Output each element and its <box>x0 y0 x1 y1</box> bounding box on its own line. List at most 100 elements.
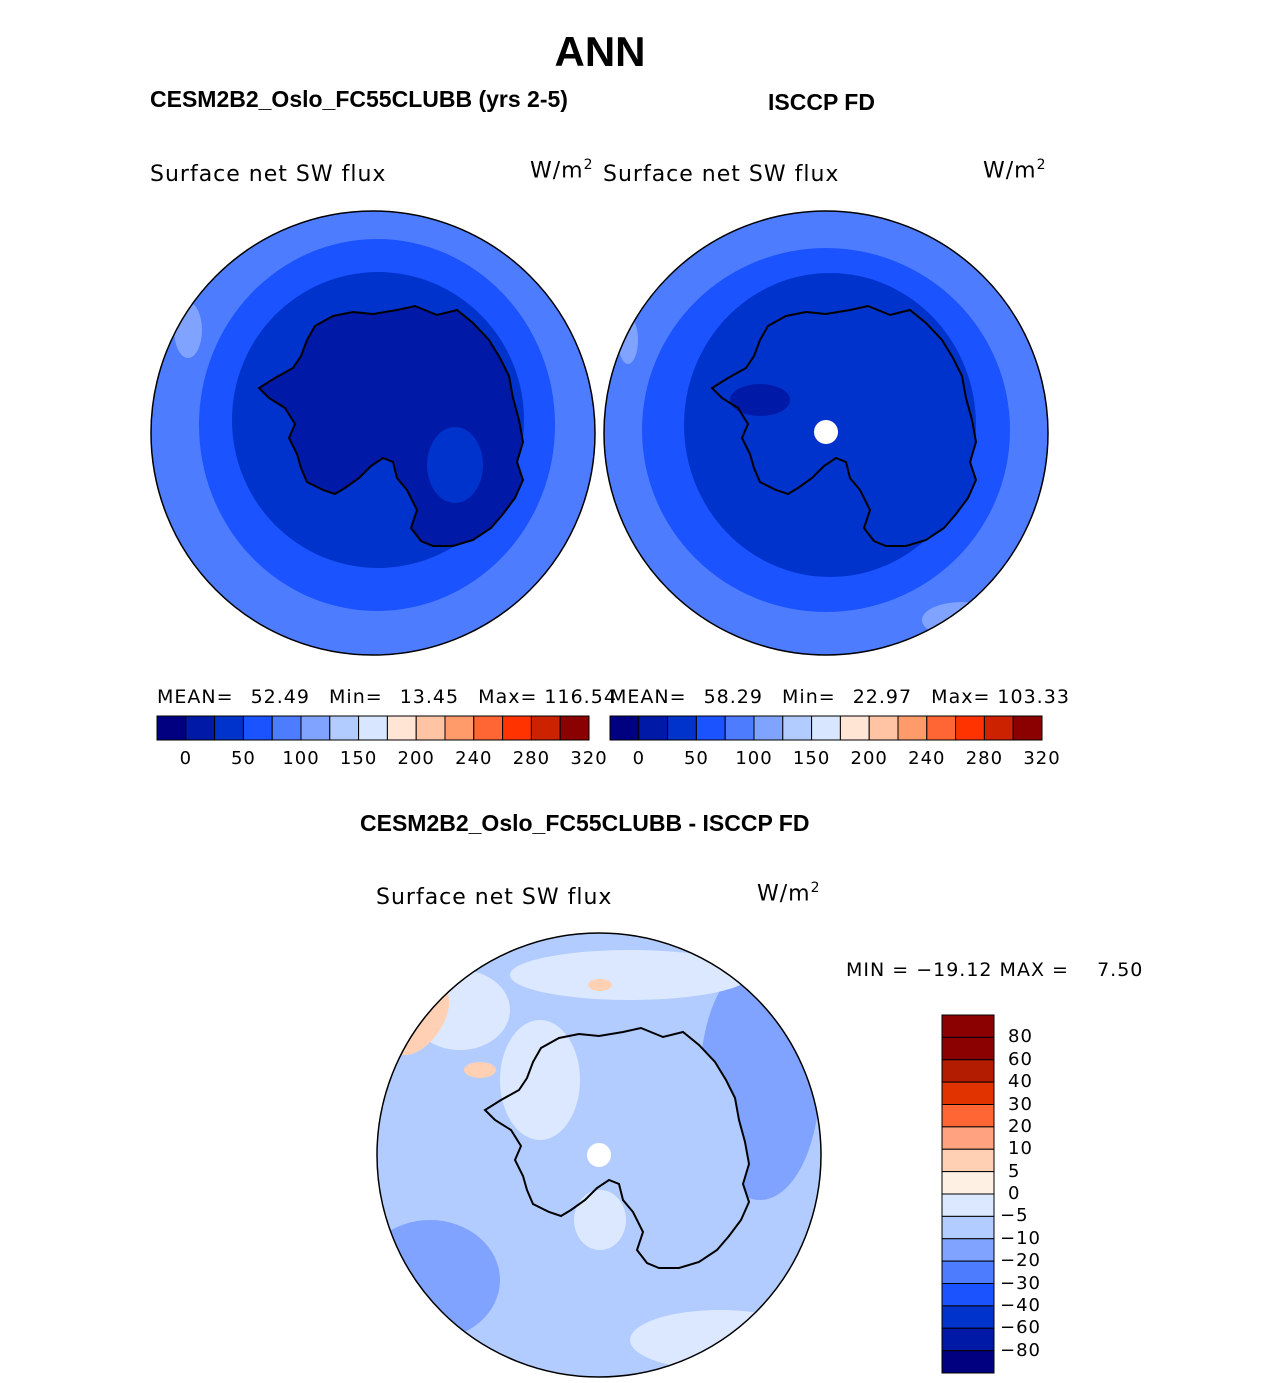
left-colorbar-tick-label: 150 <box>339 748 378 769</box>
right-antarctica <box>712 306 976 546</box>
bottom-contour-3 <box>510 950 750 1000</box>
left-units-base: W/m <box>530 158 584 184</box>
left-panel-header: CESM2B2_Oslo_FC55CLUBB (yrs 2-5) <box>150 86 568 112</box>
bottom-variable-label: Surface net SW flux <box>376 885 613 910</box>
bottom-colorbar-labels: 80 60 40 30 20 10 5 0 −5 −10 −20 −30 −40 −60 −80 <box>1000 1015 1080 1373</box>
right-units-label: W/m2 <box>983 157 1047 183</box>
left-colorbar-tick-label: 280 <box>512 748 551 769</box>
bottom-colorbar-label: −80 <box>1000 1339 1041 1361</box>
bottom-colorbar-swatch-13 <box>941 1305 995 1329</box>
bottom-colorbar-label: 60 <box>1008 1048 1033 1070</box>
right-max-value: 103.33 <box>997 686 1070 708</box>
bottom-colorbar-label: 0 <box>1008 1183 1021 1204</box>
bottom-colorbar-label: −20 <box>1000 1250 1041 1272</box>
right-colorbar-swatch-5 <box>753 715 784 741</box>
left-colorbar-swatch-11 <box>473 715 504 741</box>
left-map-border <box>150 210 596 656</box>
bottom-map-fill <box>377 933 821 1377</box>
bottom-units-label: W/m2 <box>757 880 821 906</box>
left-variable-label: Surface net SW flux <box>150 162 387 187</box>
left-colorbar-swatch-12 <box>502 715 532 741</box>
right-colorbar-swatch-2 <box>667 715 697 741</box>
bottom-colorbar-swatch-11 <box>941 1260 995 1284</box>
right-mean-label: MEAN= <box>610 686 687 708</box>
right-contour-5 <box>922 602 1002 638</box>
bottom-contour-6 <box>390 984 450 1056</box>
bottom-colorbar-label: 20 <box>1008 1115 1033 1137</box>
right-colorbar-swatch-7 <box>811 715 841 741</box>
bottom-colorbar-swatch-15 <box>941 1350 995 1374</box>
right-coastline <box>711 305 977 547</box>
bottom-colorbar-swatch-4 <box>941 1104 995 1128</box>
bottom-antarctica <box>485 1028 749 1268</box>
right-contour-1 <box>642 248 1010 612</box>
left-colorbar-swatch-1 <box>185 715 216 741</box>
right-colorbar-tick-label: 200 <box>850 748 888 769</box>
bottom-colorbar-label: −10 <box>1000 1227 1041 1249</box>
left-colorbar-swatch-4 <box>271 715 302 741</box>
bottom-colorbar-swatch-1 <box>941 1036 995 1061</box>
bottom-colorbar <box>941 1014 995 1374</box>
left-colorbar-tick-label: 100 <box>282 748 320 769</box>
left-colorbar-ticks: 0 50 100 150 200 240 280 320 <box>157 748 607 772</box>
bottom-colorbar-label: 5 <box>1008 1160 1021 1182</box>
bottom-colorbar-label: −40 <box>1000 1294 1041 1316</box>
left-contour-3 <box>427 427 483 503</box>
right-colorbar-ticks: 0 50 100 150 200 240 280 320 <box>610 748 1060 772</box>
left-contour-4 <box>174 302 202 358</box>
left-colorbar-tick-label: 240 <box>455 748 493 769</box>
left-colorbar-swatch-9 <box>415 715 446 741</box>
left-colorbar-swatch-13 <box>530 715 561 741</box>
bottom-contour-4 <box>410 970 510 1050</box>
left-contour-2 <box>232 272 524 568</box>
bottom-colorbar-label: 10 <box>1008 1138 1033 1160</box>
left-colorbar-tick-label: 320 <box>570 748 608 769</box>
bottom-colorbar-label: 40 <box>1008 1071 1033 1093</box>
bottom-coastline <box>484 1027 750 1269</box>
right-colorbar-tick-label: 280 <box>965 748 1004 769</box>
right-colorbar-tick-label: 150 <box>792 748 831 769</box>
left-colorbar-swatch-2 <box>214 715 244 741</box>
right-colorbar-tick-label: 0 <box>632 748 646 769</box>
right-mean-value: 58.29 <box>703 686 763 708</box>
left-max-value: 116.54 <box>544 686 617 708</box>
right-variable-label: Surface net SW flux <box>603 162 840 187</box>
bottom-colorbar-swatch-0 <box>941 1014 995 1038</box>
right-min-value: 22.97 <box>852 686 913 708</box>
right-colorbar-tick-label: 320 <box>1023 748 1061 769</box>
bottom-map-border <box>376 932 822 1378</box>
right-units-exp: 2 <box>1036 157 1047 173</box>
bottom-contour-7 <box>588 979 612 991</box>
right-max-label: Max= <box>931 686 991 708</box>
bottom-colorbar-label: −30 <box>1000 1272 1041 1294</box>
left-mean-value: 52.49 <box>250 686 310 708</box>
bottom-colorbar-swatch-3 <box>941 1081 995 1105</box>
left-colorbar-tick-label: 0 <box>179 748 193 769</box>
right-colorbar <box>609 715 1043 741</box>
right-colorbar-swatch-3 <box>695 715 726 741</box>
left-contour-1 <box>199 239 555 611</box>
bottom-panel-header: CESM2B2_Oslo_FC55CLUBB - ISCCP FD <box>360 810 810 836</box>
bottom-contour-10 <box>574 1190 626 1250</box>
bottom-units-exp: 2 <box>810 880 821 896</box>
left-units-exp: 2 <box>583 157 594 173</box>
left-colorbar-swatch-6 <box>329 715 360 741</box>
bottom-contour-8 <box>464 1062 496 1078</box>
left-min-label: Min= <box>329 686 383 708</box>
right-stats: MEAN= 58.29 Min= 22.97 Max= 103.33 <box>610 686 1070 708</box>
right-colorbar-swatch-11 <box>926 715 957 741</box>
bottom-colorbar-swatch-14 <box>941 1327 995 1352</box>
right-colorbar-swatch-1 <box>638 715 669 741</box>
bottom-pole-hole <box>587 1143 611 1167</box>
bottom-colorbar-swatch-10 <box>941 1238 995 1262</box>
bottom-colorbar-swatch-7 <box>941 1171 995 1195</box>
right-panel-header: ISCCP FD <box>768 89 875 115</box>
bottom-colorbar-swatch-9 <box>941 1215 995 1240</box>
right-colorbar-swatch-14 <box>1012 715 1043 741</box>
left-map-fill <box>151 211 595 655</box>
bottom-colorbar-swatch-5 <box>941 1126 995 1150</box>
right-units-base: W/m <box>983 158 1037 184</box>
left-colorbar-swatch-5 <box>300 715 331 741</box>
left-antarctica <box>259 306 523 546</box>
right-contour-2 <box>684 273 976 577</box>
